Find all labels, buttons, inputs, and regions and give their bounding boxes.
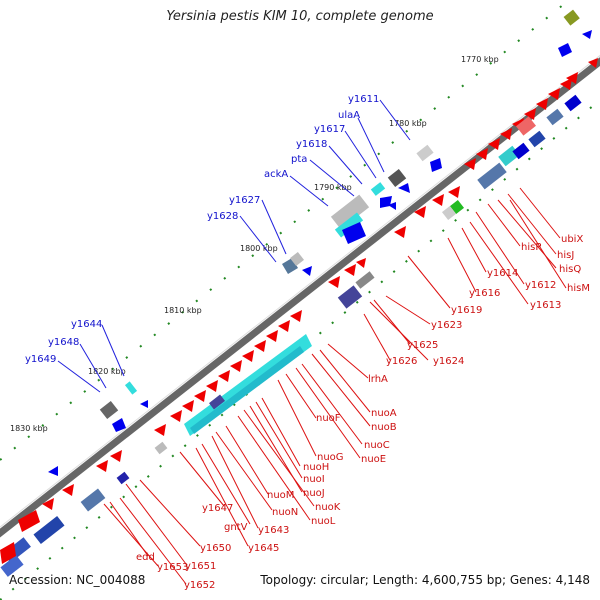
- gene-label-ubiX: ubiX: [561, 234, 583, 245]
- gene-label-y1613: y1613: [530, 300, 561, 311]
- gene-label-y1625: y1625: [407, 340, 438, 351]
- gene-label-y1612: y1612: [525, 280, 556, 291]
- gene-label-y1643: y1643: [258, 525, 289, 536]
- gene-label-nuoG: nuoG: [317, 452, 344, 463]
- gene-label-nuoC: nuoC: [364, 440, 390, 451]
- gene-label-lrhA: lrhA: [368, 374, 388, 385]
- gene-label-y1626: y1626: [386, 356, 417, 367]
- gene-label-y1650: y1650: [200, 543, 231, 554]
- gene-label-y1619: y1619: [451, 305, 482, 316]
- gene-label-y1644: y1644: [71, 319, 102, 330]
- genome-backbone: [0, 57, 600, 538]
- scale-label-1820: 1820 kbp: [88, 367, 126, 376]
- gene-label-y1652: y1652: [184, 580, 215, 591]
- gene-label-nuoK: nuoK: [315, 502, 341, 513]
- gene-label-y1653: y1653: [157, 562, 188, 573]
- gene-label-y1617: y1617: [314, 124, 345, 135]
- plus-leader-lines: [57, 99, 411, 393]
- gene-label-y1623: y1623: [431, 320, 462, 331]
- minus-gene-labels: ubiX hisJ hisQ hisP hisM y1612 y1614 y16…: [136, 234, 590, 591]
- gene-label-nuoM: nuoM: [267, 490, 294, 501]
- gene-label-y1651: y1651: [185, 561, 216, 572]
- gene-label-nuoN: nuoN: [272, 507, 298, 518]
- gene-label-gntV: gntV: [224, 522, 248, 533]
- gene-label-y1648: y1648: [48, 337, 79, 348]
- gene-label-nuoI: nuoI: [303, 474, 325, 485]
- scale-label-1810: 1810 kbp: [164, 306, 202, 315]
- gene-label-y1628: y1628: [207, 211, 238, 222]
- gene-label-y1616: y1616: [469, 288, 500, 299]
- gene-label-y1614: y1614: [487, 268, 518, 279]
- gene-label-pta: pta: [291, 154, 307, 165]
- minus-strand-features: [0, 58, 598, 577]
- plus-gene-labels: y1611 ulaA y1617 y1618 pta ackA y1627 y1…: [25, 94, 379, 365]
- gene-label-nuoE: nuoE: [361, 454, 386, 465]
- gene-label-y1627: y1627: [229, 195, 260, 206]
- gene-label-nuoH: nuoH: [303, 462, 329, 473]
- gene-label-y1624: y1624: [433, 356, 464, 367]
- scale-labels: 1770 kbp 1780 kbp 1790 kbp 1800 kbp 1810…: [10, 55, 499, 433]
- gene-label-nuoL: nuoL: [311, 516, 336, 527]
- gene-label-y1645: y1645: [248, 543, 279, 554]
- gene-label-hisP: hisP: [521, 242, 541, 253]
- scale-label-1780: 1780 kbp: [389, 119, 427, 128]
- gene-label-nuoB: nuoB: [371, 422, 397, 433]
- minus-leader-lines: [103, 187, 567, 585]
- topology-text: Topology: circular; Length: 4,600,755 bp…: [260, 573, 590, 587]
- scale-label-1790: 1790 kbp: [314, 183, 352, 192]
- gene-label-y1611: y1611: [348, 94, 379, 105]
- map-title: Yersinia pestis KIM 10, complete genome: [166, 9, 434, 24]
- gene-label-edd: edd: [136, 552, 155, 563]
- gene-label-y1649: y1649: [25, 354, 56, 365]
- gene-label-nuoJ: nuoJ: [303, 488, 325, 499]
- gene-label-ulaA: ulaA: [338, 110, 360, 121]
- gene-label-ackA: ackA: [264, 169, 288, 180]
- scale-label-1800: 1800 kbp: [240, 244, 278, 253]
- gene-label-hisM: hisM: [567, 283, 590, 294]
- plus-strand-features: [48, 9, 592, 476]
- accession-text: Accession: NC_004088: [9, 573, 146, 587]
- outer-ruler: [0, 0, 571, 461]
- gene-label-hisJ: hisJ: [557, 250, 574, 261]
- gene-label-nuoF: nuoF: [316, 413, 341, 424]
- gene-label-hisQ: hisQ: [559, 264, 581, 275]
- gene-label-y1647: y1647: [202, 503, 233, 514]
- gene-label-nuoA: nuoA: [371, 408, 397, 419]
- scale-label-1830: 1830 kbp: [10, 424, 48, 433]
- gene-label-y1618: y1618: [296, 139, 327, 150]
- scale-label-1770: 1770 kbp: [461, 55, 499, 64]
